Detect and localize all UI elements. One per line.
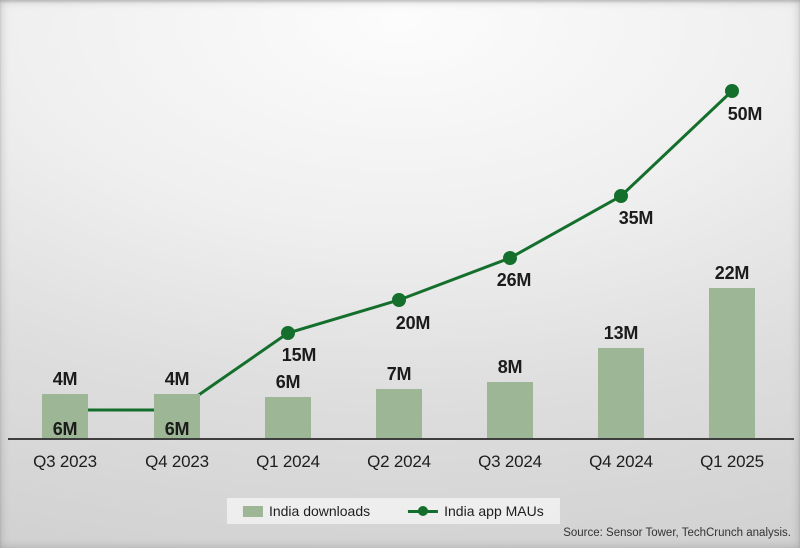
bar-value-label: 4M [164,369,190,389]
legend-item-downloads: India downloads [242,503,371,519]
bar-value-label: 6M [275,372,301,392]
bar-value-label: 4M [52,369,78,389]
mau-dot [392,293,406,307]
bar-q4-2024 [598,348,644,438]
legend: India downloads India app MAUs [226,498,560,524]
legend-label-downloads: India downloads [268,503,371,519]
x-axis-label: Q2 2024 [367,452,431,471]
bar-q4-2023 [154,394,200,438]
bar-value-label: 22M [714,263,750,283]
mau-value-label: 50M [727,104,763,124]
mau-dot [614,189,628,203]
bar-value-label: 7M [386,364,412,384]
mau-value-label: 26M [496,270,532,290]
x-axis-label: Q4 2024 [589,452,653,471]
maus-line-swatch-icon [408,505,439,517]
mau-value-label: 35M [618,208,654,228]
bar-value-label: 8M [497,357,523,377]
x-axis-label: Q1 2025 [700,452,764,471]
x-axis-label: Q3 2023 [33,452,97,471]
mau-value-label: 20M [395,313,431,333]
mau-value-label: 6M [52,419,78,439]
x-axis-line [8,438,794,440]
mau-dot [725,84,739,98]
bar-value-label: 13M [603,323,639,343]
bar-q3-2023 [42,394,88,438]
bar-q2-2024 [376,389,422,438]
downloads-swatch-icon [242,505,263,517]
bar-q1-2024 [265,397,311,438]
source-note: Source: Sensor Tower, TechCrunch analysi… [563,527,791,539]
x-axis-label: Q3 2024 [478,452,542,471]
mau-dot [503,251,517,265]
mau-value-label: 6M [164,419,190,439]
mau-value-label: 15M [281,345,317,365]
x-axis-label: Q1 2024 [256,452,320,471]
mau-dot [281,326,295,340]
bar-q1-2025 [709,288,755,438]
bar-q3-2024 [487,382,533,438]
x-axis-label: Q4 2023 [145,452,209,471]
legend-item-maus: India app MAUs [408,503,544,519]
legend-label-maus: India app MAUs [444,503,544,519]
